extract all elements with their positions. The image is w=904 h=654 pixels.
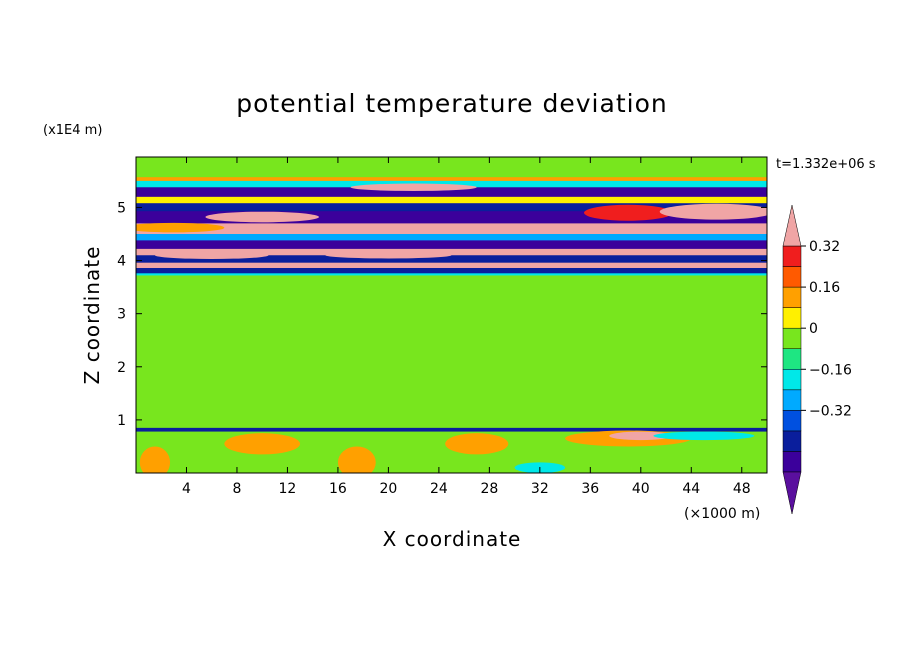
x-tick-label: 4 bbox=[182, 481, 191, 497]
x-tick-label: 28 bbox=[480, 481, 498, 497]
contour-band bbox=[136, 275, 767, 429]
colorbar-segment bbox=[782, 245, 802, 267]
contour-band bbox=[136, 196, 767, 204]
contour-patch bbox=[154, 251, 269, 259]
contour-band bbox=[136, 273, 767, 276]
chart-title: potential temperature deviation bbox=[236, 89, 667, 118]
contour-patch bbox=[337, 446, 376, 473]
contour-band bbox=[136, 262, 767, 269]
colorbar-bottom-triangle bbox=[782, 471, 802, 515]
colorbar-segment bbox=[782, 286, 802, 308]
y-tick-label: 5 bbox=[117, 200, 126, 216]
contour-patch bbox=[609, 431, 673, 441]
plot-frame bbox=[135, 156, 768, 474]
contour-patch bbox=[584, 204, 673, 221]
colorbar-tick-label: −0.16 bbox=[809, 362, 852, 378]
contour-band bbox=[136, 177, 767, 182]
colorbar-tick-label: 0.32 bbox=[809, 239, 840, 255]
colorbar-segment bbox=[782, 369, 802, 391]
contour-band bbox=[136, 157, 767, 178]
x-tick-label: 24 bbox=[430, 481, 448, 497]
contour-band bbox=[136, 267, 767, 274]
colorbar-segment bbox=[782, 389, 802, 411]
colorbar-top-triangle bbox=[782, 204, 802, 247]
x-tick-label: 36 bbox=[581, 481, 599, 497]
x-tick-label: 32 bbox=[531, 481, 549, 497]
y-unit-label: (x1E4 m) bbox=[43, 123, 102, 138]
contour-patch bbox=[659, 203, 767, 220]
colorbar-segment bbox=[782, 451, 802, 473]
contour-patch bbox=[139, 446, 171, 473]
contour-band bbox=[136, 187, 767, 198]
x-axis-label: X coordinate bbox=[383, 527, 522, 551]
x-tick-label: 20 bbox=[379, 481, 397, 497]
colorbar: 0.32 0.16 0 −0.16 −0.32 bbox=[782, 204, 852, 515]
colorbar-segment bbox=[782, 348, 802, 370]
colorbar-segment bbox=[782, 266, 802, 288]
contour-band bbox=[136, 427, 767, 433]
plot-area bbox=[136, 157, 767, 473]
colorbar-segment bbox=[782, 410, 802, 432]
contour-patch bbox=[136, 222, 225, 233]
y-tick-label: 3 bbox=[117, 307, 126, 323]
y-tick-label: 1 bbox=[117, 413, 126, 429]
contour-band bbox=[136, 240, 767, 250]
colorbar-segment bbox=[782, 430, 802, 452]
y-axis: 1 2 3 4 5 bbox=[117, 200, 767, 429]
colorbar-tick-label: 0 bbox=[809, 321, 818, 337]
x-tick-label: 12 bbox=[279, 481, 297, 497]
x-axis: 4 8 12 16 20 24 28 32 36 40 44 48 bbox=[182, 157, 751, 497]
contour-patch bbox=[224, 433, 301, 455]
contour-patch bbox=[205, 211, 319, 223]
colorbar-tick-label: −0.32 bbox=[809, 403, 852, 419]
contour-band bbox=[136, 223, 767, 235]
contour-patch bbox=[653, 431, 755, 441]
contour-band bbox=[136, 248, 767, 256]
x-tick-label: 16 bbox=[329, 481, 347, 497]
contour-patch bbox=[350, 183, 477, 191]
time-label: t=1.332e+06 s bbox=[776, 157, 876, 172]
colorbar-segment bbox=[782, 307, 802, 329]
contour-patch bbox=[325, 252, 452, 259]
contour-band bbox=[136, 234, 767, 241]
y-axis-label: Z coordinate bbox=[80, 246, 104, 385]
x-tick-label: 48 bbox=[733, 481, 751, 497]
contour-patch bbox=[445, 433, 509, 455]
x-tick-label: 8 bbox=[232, 481, 241, 497]
contour-band bbox=[136, 255, 767, 264]
x-unit-label: (×1000 m) bbox=[684, 506, 760, 522]
y-tick-label: 4 bbox=[117, 254, 126, 270]
y-tick-label: 2 bbox=[117, 360, 126, 376]
colorbar-segment bbox=[782, 327, 802, 349]
x-tick-label: 44 bbox=[682, 481, 700, 497]
contour-band bbox=[136, 203, 767, 212]
colorbar-tick-label: 0.16 bbox=[809, 280, 840, 296]
x-tick-label: 40 bbox=[632, 481, 650, 497]
